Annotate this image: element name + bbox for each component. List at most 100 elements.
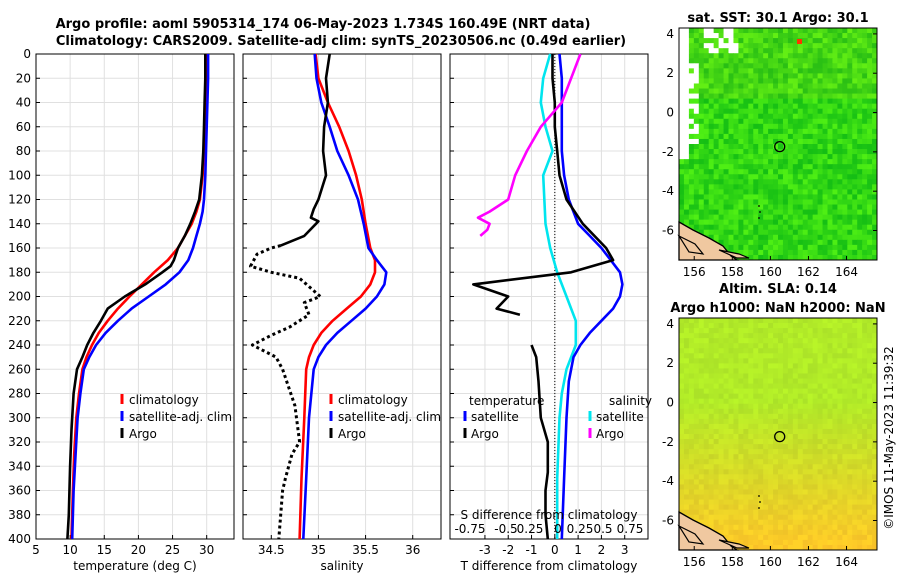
map-cell: [773, 249, 779, 256]
map-cell: [812, 154, 819, 160]
map-cell: [872, 358, 878, 364]
map-cell: [693, 48, 700, 54]
map-cell: [723, 464, 729, 470]
map-cell: [778, 169, 784, 175]
map-cell: [842, 144, 848, 150]
map-cell: [768, 338, 774, 344]
map-cell: [807, 444, 814, 450]
map-cell: [778, 58, 784, 64]
map-cell: [832, 353, 838, 359]
map-cell: [797, 358, 804, 364]
map-cell: [787, 169, 794, 175]
map-cell: [862, 363, 868, 369]
map-cell: [778, 93, 784, 100]
map-cell: [738, 519, 744, 526]
map-cell: [733, 333, 739, 339]
map-cell: [827, 63, 833, 69]
map-cell: [693, 464, 700, 470]
map-cell: [822, 418, 828, 425]
map-cell: [792, 388, 799, 395]
lat-tick-label: -4: [662, 474, 674, 488]
map-cell: [847, 219, 853, 226]
map-cell: [753, 514, 759, 521]
map-cell: [743, 358, 749, 364]
map-cell: [703, 393, 710, 400]
map-cell: [688, 93, 695, 100]
map-cell: [802, 368, 809, 374]
map-cell: [679, 353, 685, 359]
map-cell: [713, 368, 720, 374]
map-cell: [773, 144, 779, 150]
map-cell: [698, 88, 705, 95]
map-cell: [787, 38, 794, 44]
map-cell: [703, 169, 710, 175]
map-cell: [708, 204, 715, 211]
map-cell: [872, 383, 878, 390]
map-cell: [778, 224, 784, 231]
map-cell: [807, 353, 814, 359]
map-cell: [683, 434, 690, 440]
map-cell: [857, 88, 863, 95]
map-cell: [753, 239, 759, 246]
map-cell: [688, 434, 695, 440]
map-cell: [807, 133, 814, 140]
map-cell: [703, 368, 710, 374]
map-cell: [857, 103, 863, 110]
map-cell: [718, 159, 725, 165]
map-cell: [817, 408, 824, 415]
map-cell: [748, 418, 754, 425]
map-cell: [797, 459, 804, 465]
map-cell: [802, 509, 809, 516]
map-cell: [857, 544, 863, 551]
map-cell: [693, 63, 700, 69]
map-cell: [713, 524, 720, 531]
map-cell: [728, 373, 734, 380]
map-cell: [842, 534, 848, 541]
map-cell: [847, 459, 853, 465]
map-cell: [718, 353, 725, 359]
map-cell: [792, 534, 799, 541]
legend-entry: climatology: [129, 393, 199, 407]
map-cell: [867, 63, 873, 69]
map-cell: [792, 169, 799, 175]
map-cell: [857, 474, 863, 480]
map-cell: [832, 444, 838, 450]
depth-tick-label: 340: [8, 459, 31, 473]
map-cell: [733, 323, 739, 329]
map-cell: [728, 318, 734, 324]
map-cell: [698, 464, 705, 470]
map-cell: [797, 219, 804, 226]
map-cell: [768, 353, 774, 359]
map-cell: [733, 444, 739, 450]
map-cell: [738, 33, 744, 39]
map-cell: [802, 88, 809, 95]
map-cell: [683, 318, 690, 324]
map-cell: [773, 509, 779, 516]
map-cell: [768, 519, 774, 526]
map-cell: [763, 504, 769, 511]
lon-tick-label: 158: [721, 555, 744, 569]
island-dot: [759, 211, 761, 213]
depth-tick-label: 320: [8, 435, 31, 449]
map-cell: [812, 464, 819, 470]
map-cell: [872, 88, 878, 95]
map-cell: [679, 434, 685, 440]
map-cell: [787, 73, 794, 79]
map-cell: [703, 418, 710, 425]
map-cell: [763, 103, 769, 110]
map-cell: [773, 78, 779, 84]
map-cell: [832, 214, 838, 221]
map-cell: [862, 88, 868, 95]
map-cell: [807, 509, 814, 516]
map-cell: [753, 194, 759, 200]
map-cell: [693, 499, 700, 506]
map-cell: [782, 234, 789, 241]
map-cell: [807, 323, 814, 329]
map-cell: [817, 229, 824, 236]
map-cell: [797, 123, 804, 130]
map-cell: [698, 38, 705, 44]
map-cell: [847, 58, 853, 64]
map-cell: [703, 33, 710, 39]
map-cell: [802, 393, 809, 400]
map-cell: [787, 449, 794, 455]
